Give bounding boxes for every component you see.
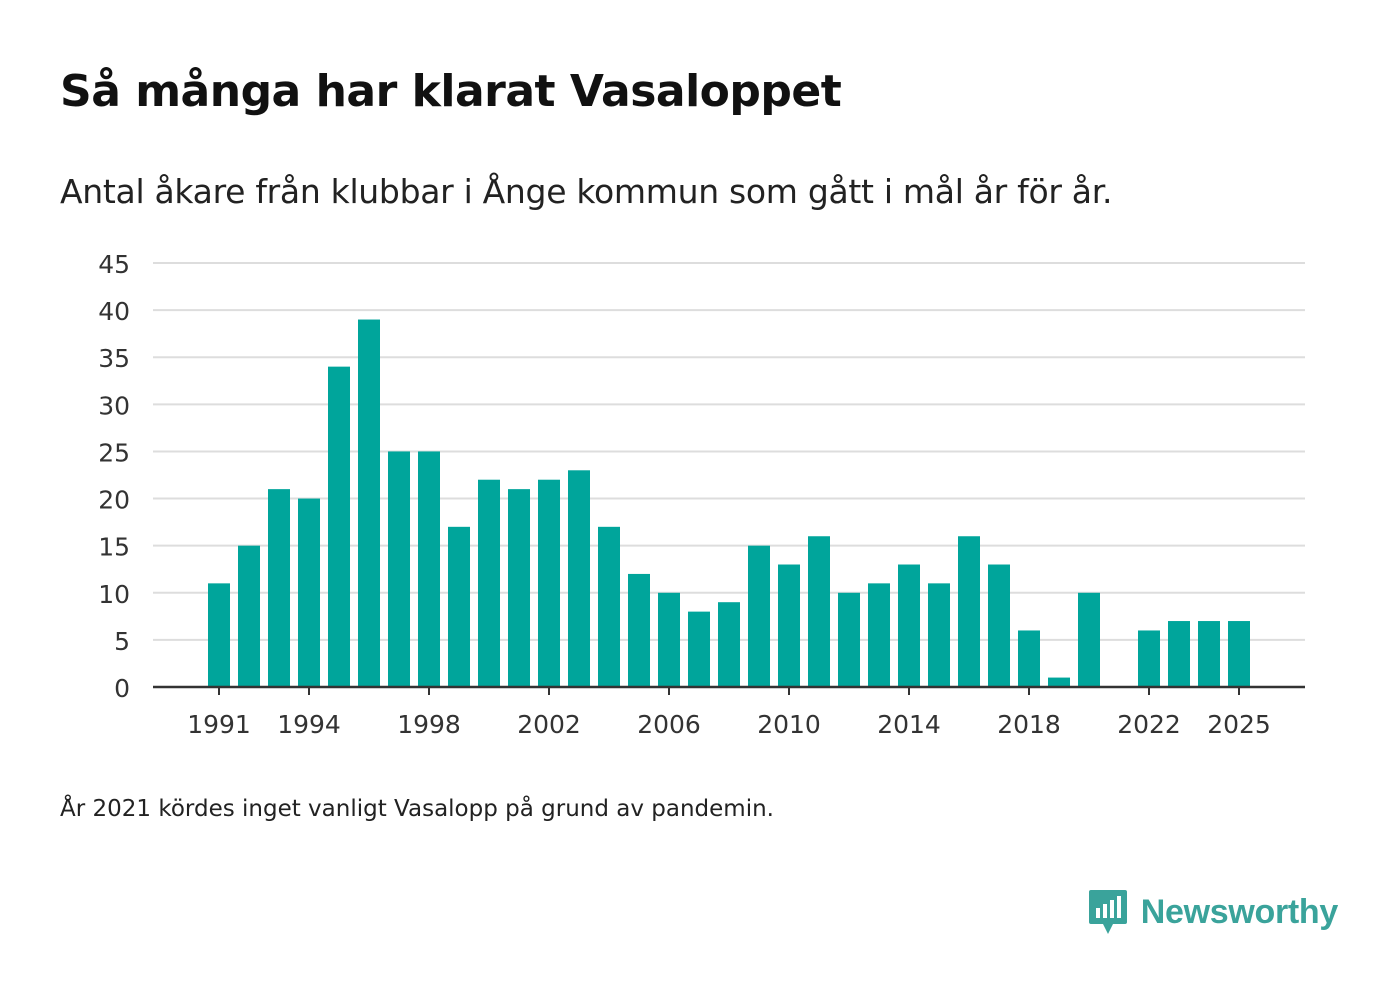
bar-2001[interactable] xyxy=(508,489,530,687)
y-tick-label: 45 xyxy=(98,250,130,279)
bar-2019[interactable] xyxy=(1048,677,1070,687)
y-tick-label: 15 xyxy=(98,533,130,562)
bar-2020[interactable] xyxy=(1078,592,1100,687)
bar-2005[interactable] xyxy=(628,573,650,687)
x-tick-label: 2014 xyxy=(877,710,941,739)
y-tick-label: 10 xyxy=(98,580,130,609)
bar-2013[interactable] xyxy=(868,583,890,687)
bar-1996[interactable] xyxy=(358,319,380,687)
grid-lines xyxy=(153,262,1305,641)
bar-2012[interactable] xyxy=(838,592,860,687)
chart-subtitle: Antal åkare från klubbar i Ånge kommun s… xyxy=(60,172,1113,211)
bar-2000[interactable] xyxy=(478,479,500,687)
bar-2002[interactable] xyxy=(538,479,560,687)
bar-2023[interactable] xyxy=(1168,621,1190,687)
y-tick-label: 20 xyxy=(98,486,130,515)
x-axis-ticks: 1991 1994 1998 2002 2006 2010 2014 2018 2022 2025 xyxy=(187,687,1271,739)
y-axis-ticks: 0 5 10 15 20 25 30 35 40 45 xyxy=(98,250,130,703)
bar-2014[interactable] xyxy=(898,564,920,687)
bar-1999[interactable] xyxy=(448,526,470,687)
bar-1997[interactable] xyxy=(388,451,410,687)
y-tick-label: 5 xyxy=(114,627,130,656)
newsworthy-logo-icon xyxy=(1088,890,1127,934)
bar-2015[interactable] xyxy=(928,583,950,687)
bar-1998[interactable] xyxy=(418,451,440,687)
y-tick-label: 30 xyxy=(98,391,130,420)
brand-logo[interactable]: Newsworthy xyxy=(1087,888,1338,936)
y-tick-label: 0 xyxy=(114,674,130,703)
bar-1995[interactable] xyxy=(328,366,350,687)
y-tick-label: 35 xyxy=(98,344,130,373)
footnote: År 2021 kördes inget vanligt Vasalopp på… xyxy=(60,796,774,822)
bar-2022[interactable] xyxy=(1138,630,1160,687)
y-tick-label: 25 xyxy=(98,438,130,467)
bar-2004[interactable] xyxy=(598,526,620,687)
x-tick-label: 2025 xyxy=(1207,710,1271,739)
bar-2007[interactable] xyxy=(688,611,710,687)
bars xyxy=(208,319,1250,687)
x-tick-label: 1998 xyxy=(397,710,461,739)
bar-1992[interactable] xyxy=(238,545,260,687)
bar-2003[interactable] xyxy=(568,470,590,687)
bar-2008[interactable] xyxy=(718,602,740,687)
brand-name: Newsworthy xyxy=(1140,892,1339,931)
bar-2010[interactable] xyxy=(778,564,800,687)
bar-1993[interactable] xyxy=(268,489,290,687)
bar-2016[interactable] xyxy=(958,536,980,687)
x-tick-label: 2010 xyxy=(757,710,821,739)
bar-1991[interactable] xyxy=(208,583,230,687)
y-tick-label: 40 xyxy=(98,297,130,326)
x-tick-label: 2022 xyxy=(1117,710,1181,739)
bar-2006[interactable] xyxy=(658,592,680,687)
bar-2017[interactable] xyxy=(988,564,1010,687)
bar-2009[interactable] xyxy=(748,545,770,687)
x-tick-label: 2006 xyxy=(637,710,701,739)
x-tick-label: 2002 xyxy=(517,710,581,739)
bar-2011[interactable] xyxy=(808,536,830,687)
bar-2024[interactable] xyxy=(1198,621,1220,687)
x-tick-label: 2018 xyxy=(997,710,1061,739)
chart-title: Så många har klarat Vasaloppet xyxy=(60,66,842,117)
x-tick-label: 1991 xyxy=(187,710,251,739)
bar-2018[interactable] xyxy=(1018,630,1040,687)
x-tick-label: 1994 xyxy=(277,710,341,739)
bar-1994[interactable] xyxy=(298,498,320,687)
bar-2025[interactable] xyxy=(1228,621,1250,687)
